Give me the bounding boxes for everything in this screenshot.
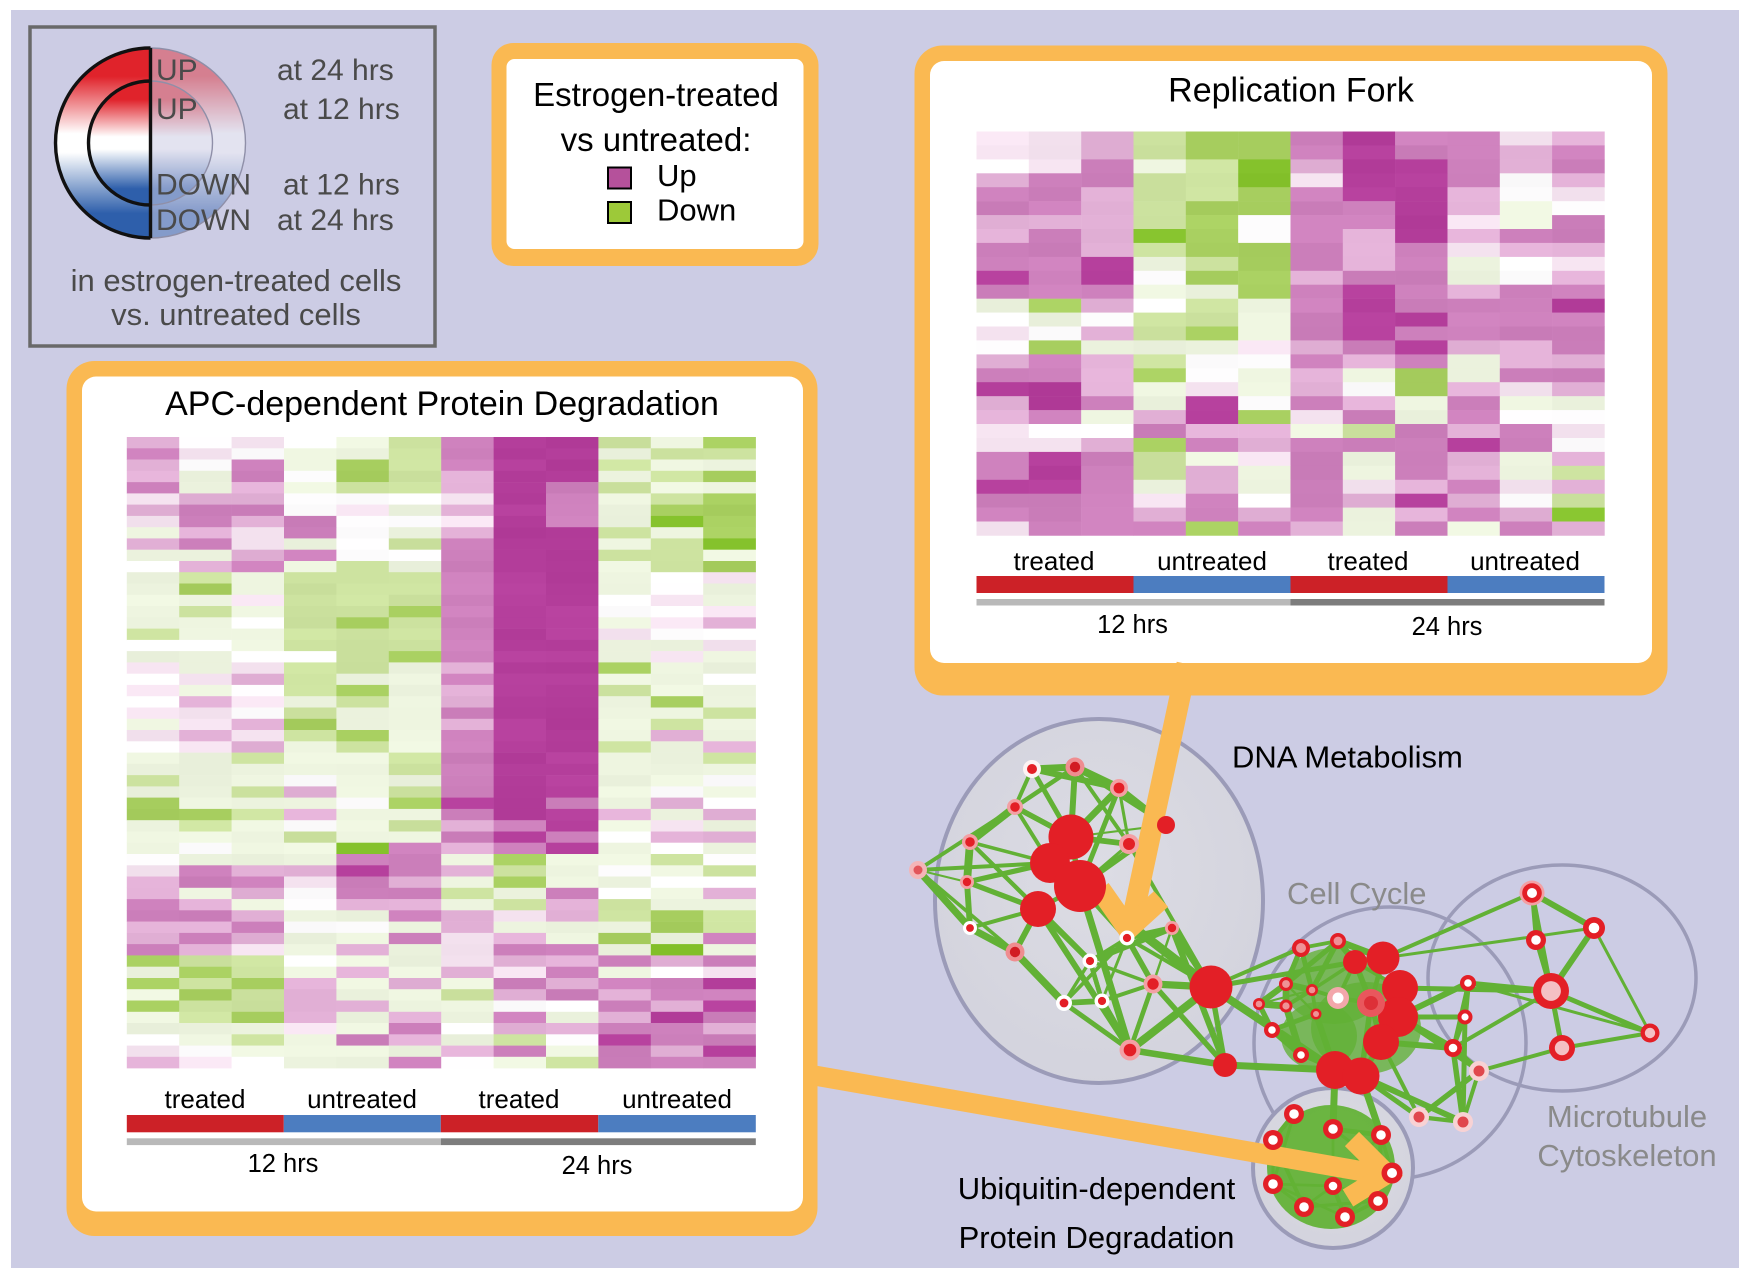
svg-text:Cytoskeleton: Cytoskeleton <box>1537 1138 1716 1173</box>
svg-text:at 24 hrs: at 24 hrs <box>277 204 394 237</box>
svg-text:12 hrs: 12 hrs <box>248 1150 319 1178</box>
svg-text:DNA Metabolism: DNA Metabolism <box>1232 740 1463 775</box>
svg-text:Cell Cycle: Cell Cycle <box>1287 876 1427 911</box>
svg-text:Microtubule: Microtubule <box>1547 1099 1707 1134</box>
svg-text:treated: treated <box>165 1084 246 1114</box>
svg-text:UP: UP <box>156 93 198 126</box>
svg-text:APC-dependent Protein Degradat: APC-dependent Protein Degradation <box>165 385 719 423</box>
svg-text:vs. untreated cells: vs. untreated cells <box>111 297 361 332</box>
svg-text:untreated: untreated <box>1157 546 1267 576</box>
svg-text:untreated: untreated <box>622 1084 732 1114</box>
svg-text:at 24 hrs: at 24 hrs <box>277 54 394 87</box>
svg-text:Ubiquitin-dependent: Ubiquitin-dependent <box>958 1171 1236 1206</box>
svg-text:treated: treated <box>479 1084 560 1114</box>
svg-text:24 hrs: 24 hrs <box>562 1152 633 1180</box>
svg-text:vs untreated:: vs untreated: <box>561 121 752 158</box>
svg-text:Estrogen-treated: Estrogen-treated <box>533 76 779 113</box>
svg-text:24 hrs: 24 hrs <box>1412 613 1483 641</box>
svg-text:in estrogen-treated cells: in estrogen-treated cells <box>71 263 402 298</box>
svg-text:Down: Down <box>657 193 736 228</box>
svg-text:12 hrs: 12 hrs <box>1097 611 1168 639</box>
svg-text:DOWN: DOWN <box>156 169 251 202</box>
svg-text:untreated: untreated <box>307 1084 417 1114</box>
svg-text:treated: treated <box>1014 546 1095 576</box>
svg-text:treated: treated <box>1328 546 1409 576</box>
svg-text:untreated: untreated <box>1470 546 1580 576</box>
svg-text:Replication Fork: Replication Fork <box>1168 72 1415 110</box>
svg-text:Up: Up <box>657 158 697 193</box>
svg-text:at 12 hrs: at 12 hrs <box>283 93 400 126</box>
svg-text:at 12 hrs: at 12 hrs <box>283 169 400 202</box>
svg-text:UP: UP <box>156 54 198 87</box>
svg-text:DOWN: DOWN <box>156 204 251 237</box>
svg-text:Protein Degradation: Protein Degradation <box>959 1220 1235 1255</box>
